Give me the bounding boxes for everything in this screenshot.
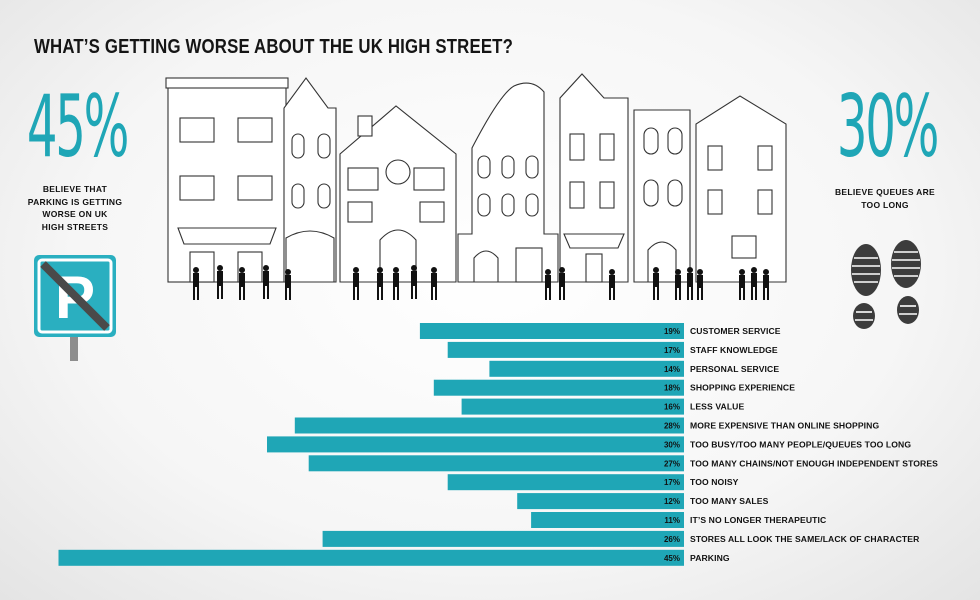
bar-value-label: 28% [664, 422, 680, 431]
queues-stat-value: 30% [836, 77, 940, 177]
pedestrians [193, 265, 769, 300]
category-label: STAFF KNOWLEDGE [690, 345, 778, 355]
bar-value-label: 12% [664, 497, 680, 506]
bar-value-label: 11% [664, 516, 680, 525]
bar-value-label: 26% [664, 535, 680, 544]
category-label: TOO NOISY [690, 477, 739, 487]
category-label: PERSONAL SERVICE [690, 364, 779, 374]
queues-stat-caption: BELIEVE QUEUES ARE TOO LONG [820, 186, 950, 211]
caption-line: BELIEVE THAT [42, 184, 108, 194]
bar [517, 493, 684, 510]
bar [308, 455, 684, 472]
bar-value-label: 17% [664, 478, 680, 487]
bar-value-label: 16% [664, 403, 680, 412]
bar-value-label: 27% [664, 459, 680, 468]
no-parking-sign-icon: P [34, 255, 116, 361]
building [633, 109, 691, 283]
caption-line: BELIEVE QUEUES ARE [834, 187, 936, 197]
category-label: TOO MANY SALES [690, 496, 769, 506]
category-label: LESS VALUE [690, 402, 744, 412]
footprints-icon [851, 240, 921, 329]
bar-value-label: 14% [664, 365, 680, 374]
category-label: MORE EXPENSIVE THAN ONLINE SHOPPING [690, 421, 879, 431]
sign-post [70, 335, 78, 361]
sign-border [37, 258, 113, 334]
bar-chart: 19% CUSTOMER SERVICE 17% STAFF KNOWLEDGE 14%… [58, 323, 938, 566]
bar [419, 323, 684, 339]
caption-line: HIGH STREETS [41, 221, 109, 232]
category-label: IT’S NO LONGER THERAPEUTIC [690, 515, 826, 525]
bar [489, 360, 684, 377]
bar-value-label: 17% [664, 346, 680, 355]
bar [433, 379, 684, 396]
building [165, 77, 289, 283]
bar [267, 436, 684, 453]
bar-value-label: 45% [664, 554, 680, 563]
building [695, 95, 787, 283]
page-title: WHAT’S GETTING WORSE ABOUT THE UK HIGH S… [34, 36, 514, 58]
bar [58, 549, 684, 566]
bar-value-label: 19% [664, 327, 680, 336]
bar-value-label: 30% [664, 440, 680, 449]
category-label: STORES ALL LOOK THE SAME/LACK OF CHARACT… [690, 534, 920, 544]
high-street-illustration [165, 73, 787, 300]
bar [294, 417, 684, 434]
sign-slash [40, 261, 110, 331]
parking-stat-value: 45% [26, 77, 130, 177]
building [559, 73, 629, 283]
category-label: PARKING [690, 553, 730, 563]
caption-line: WORSE ON UK [42, 209, 108, 219]
bar [447, 341, 684, 358]
building [283, 77, 337, 283]
category-label: TOO BUSY/TOO MANY PEOPLE/QUEUES TOO LONG [690, 439, 911, 449]
parking-stat-caption: BELIEVE THAT PARKING IS GETTING WORSE ON… [10, 183, 140, 233]
category-label: SHOPPING EXPERIENCE [690, 383, 795, 393]
bar [531, 512, 684, 528]
category-label: TOO MANY CHAINS/NOT ENOUGH INDEPENDENT S… [690, 458, 938, 468]
bar-value-label: 18% [664, 384, 680, 393]
bar [322, 530, 684, 547]
caption-line: TOO LONG [861, 199, 909, 210]
caption-line: PARKING IS GETTING [27, 196, 123, 207]
bar [461, 398, 684, 415]
building [339, 105, 457, 283]
building [457, 82, 559, 283]
category-label: CUSTOMER SERVICE [690, 326, 781, 336]
bar [447, 474, 684, 491]
